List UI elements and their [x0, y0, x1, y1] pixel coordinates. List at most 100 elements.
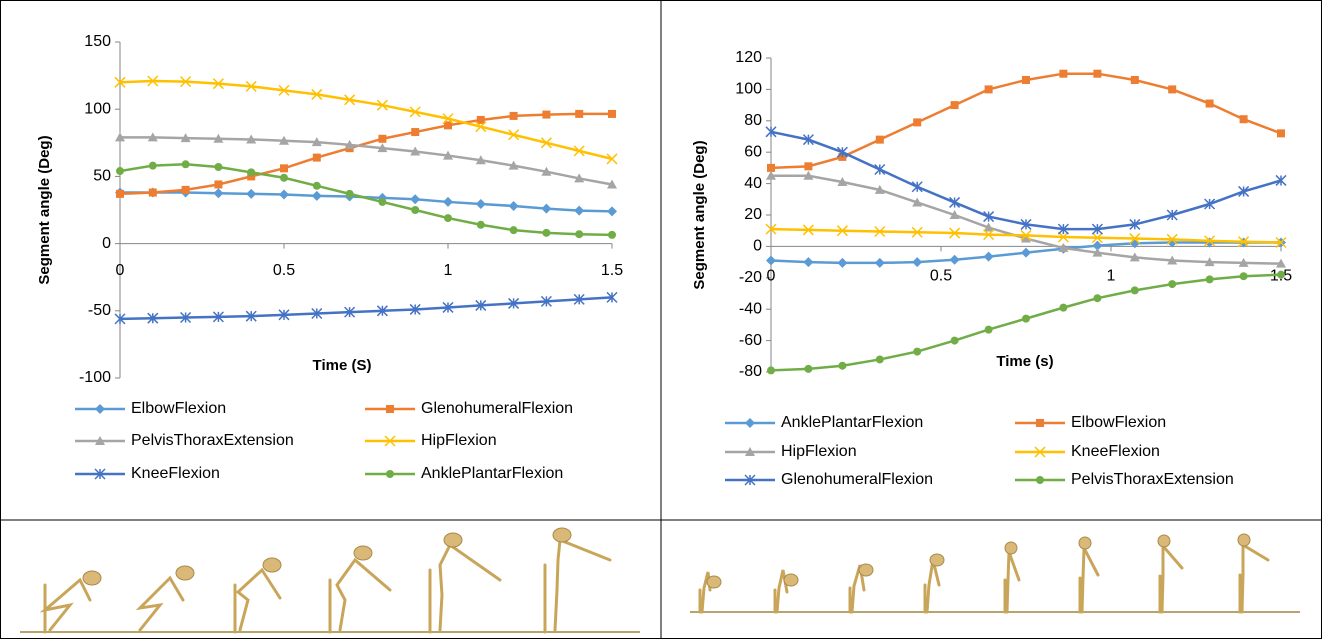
marker	[95, 404, 105, 414]
series-line	[771, 132, 1281, 229]
skeleton-sequence-right	[690, 534, 1300, 612]
marker	[510, 112, 518, 120]
marker	[1168, 280, 1176, 288]
legend-label: ElbowFlexion	[1071, 414, 1166, 431]
marker	[214, 180, 222, 188]
x-tick-label: 0	[116, 262, 125, 279]
marker	[1240, 115, 1248, 123]
marker	[182, 160, 190, 168]
y-tick-label: -80	[739, 363, 762, 380]
marker	[838, 362, 846, 370]
marker	[214, 163, 222, 171]
marker	[312, 191, 322, 201]
marker	[912, 182, 922, 192]
marker	[386, 405, 394, 413]
skeleton-sequence-left	[20, 528, 640, 632]
marker	[1022, 315, 1030, 323]
marker	[542, 111, 550, 119]
marker	[985, 85, 993, 93]
marker	[1277, 271, 1285, 279]
marker	[950, 255, 960, 265]
marker	[247, 168, 255, 176]
marker	[951, 101, 959, 109]
marker	[444, 121, 452, 129]
y-tick-label: 20	[744, 206, 762, 223]
x-tick-label: 0.5	[930, 268, 952, 285]
marker	[280, 174, 288, 182]
y-tick-label: 0	[102, 235, 111, 252]
legend-label: GlenohumeralFlexion	[781, 471, 933, 488]
legend-label: KneeFlexion	[1071, 443, 1160, 460]
marker	[1240, 272, 1248, 280]
marker	[149, 189, 157, 197]
marker	[876, 355, 884, 363]
marker	[213, 188, 223, 198]
y-tick-label: -20	[739, 269, 762, 286]
marker	[116, 190, 124, 198]
marker	[875, 258, 885, 268]
marker	[1022, 76, 1030, 84]
marker	[1059, 304, 1067, 312]
marker	[876, 136, 884, 144]
x-tick-label: 1	[444, 262, 453, 279]
marker	[346, 190, 354, 198]
y-axis-title: Segment angle (Deg)	[691, 140, 708, 289]
marker	[607, 206, 617, 216]
legend-label: AnklePlantarFlexion	[781, 414, 923, 431]
marker	[1093, 294, 1101, 302]
marker	[608, 231, 616, 239]
marker	[803, 257, 813, 267]
marker	[378, 135, 386, 143]
marker	[913, 118, 921, 126]
marker	[875, 164, 885, 174]
marker	[443, 197, 453, 207]
marker	[116, 167, 124, 175]
marker	[444, 214, 452, 222]
y-tick-label: 120	[735, 49, 762, 66]
marker	[766, 256, 776, 266]
marker	[575, 230, 583, 238]
legend-label: ElbowFlexion	[131, 400, 226, 417]
marker	[767, 366, 775, 374]
y-tick-label: -40	[739, 300, 762, 317]
marker	[477, 221, 485, 229]
y-tick-label: 150	[84, 33, 111, 50]
marker	[280, 164, 288, 172]
marker	[542, 229, 550, 237]
marker	[509, 201, 519, 211]
y-tick-label: -100	[79, 369, 111, 386]
marker	[950, 197, 960, 207]
marker	[386, 470, 394, 478]
y-axis-title: Segment angle (Deg)	[36, 135, 53, 284]
marker	[1168, 85, 1176, 93]
marker	[1277, 129, 1285, 137]
marker	[1059, 70, 1067, 78]
y-tick-label: -60	[739, 332, 762, 349]
y-tick-label: 40	[744, 175, 762, 192]
marker	[541, 204, 551, 214]
marker	[476, 199, 486, 209]
y-tick-label: 80	[744, 112, 762, 129]
marker	[510, 226, 518, 234]
marker	[279, 190, 289, 200]
marker	[313, 154, 321, 162]
x-tick-label: 1	[1107, 268, 1116, 285]
y-tick-label: -50	[88, 302, 111, 319]
marker	[608, 110, 616, 118]
y-tick-label: 60	[744, 143, 762, 160]
marker	[575, 110, 583, 118]
y-tick-label: 100	[84, 100, 111, 117]
y-tick-label: 50	[93, 168, 111, 185]
legend-label: KneeFlexion	[131, 465, 220, 482]
marker	[985, 326, 993, 334]
series-line	[120, 114, 612, 194]
marker	[912, 257, 922, 267]
marker	[411, 206, 419, 214]
legend-label: HipFlexion	[781, 443, 857, 460]
x-tick-label: 0.5	[273, 262, 295, 279]
figure: -100-5005010015000.511.5Segment angle (D…	[0, 0, 1322, 639]
marker	[1036, 419, 1044, 427]
legend-label: HipFlexion	[421, 432, 497, 449]
series-line	[120, 164, 612, 235]
marker	[1131, 76, 1139, 84]
